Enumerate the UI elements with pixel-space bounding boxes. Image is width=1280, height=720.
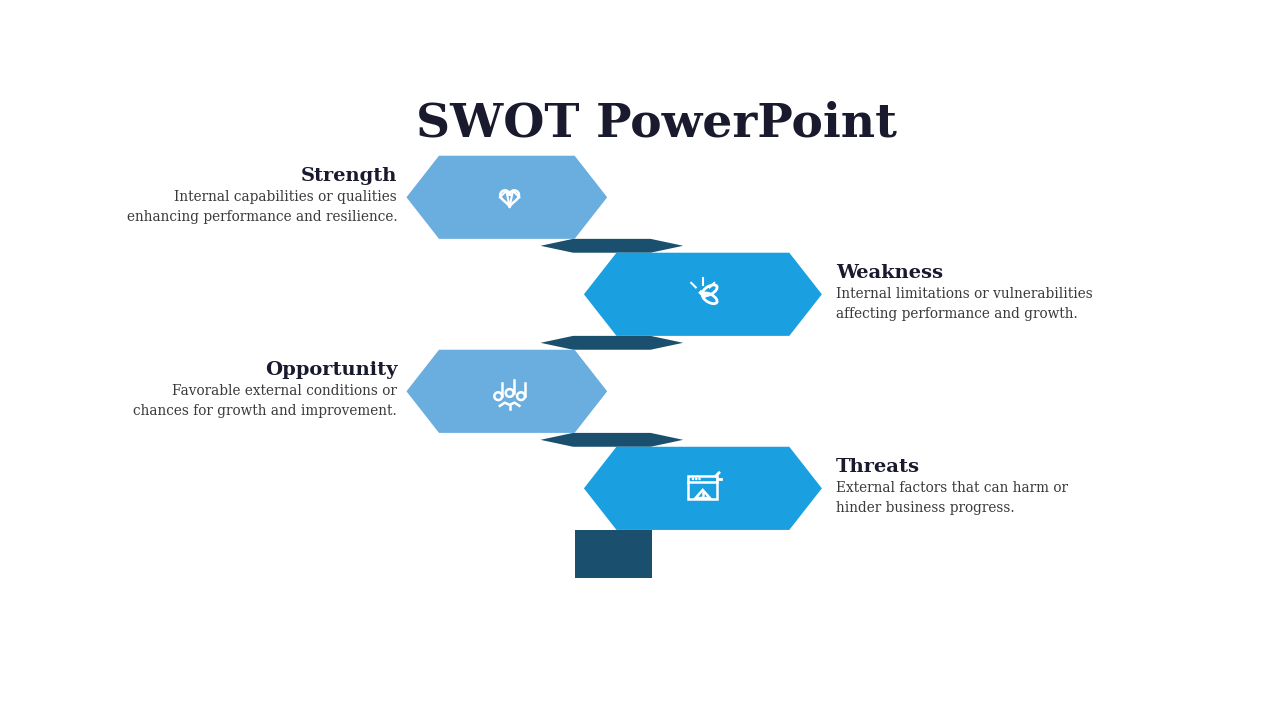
Polygon shape	[407, 350, 607, 433]
Polygon shape	[540, 336, 684, 350]
Text: Strength: Strength	[301, 167, 397, 185]
Text: Favorable external conditions or
chances for growth and improvement.: Favorable external conditions or chances…	[133, 384, 397, 418]
Circle shape	[691, 477, 694, 480]
Text: Threats: Threats	[836, 458, 920, 476]
Polygon shape	[575, 530, 652, 577]
Polygon shape	[540, 433, 684, 446]
Circle shape	[701, 496, 704, 498]
Text: Opportunity: Opportunity	[265, 361, 397, 379]
Circle shape	[695, 477, 698, 480]
Text: Internal capabilities or qualities
enhancing performance and resilience.: Internal capabilities or qualities enhan…	[127, 189, 397, 224]
Polygon shape	[584, 253, 822, 336]
Circle shape	[698, 477, 700, 480]
Polygon shape	[407, 156, 607, 239]
Text: External factors that can harm or
hinder business progress.: External factors that can harm or hinder…	[836, 481, 1068, 515]
Polygon shape	[584, 446, 822, 530]
Text: Internal limitations or vulnerabilities
affecting performance and growth.: Internal limitations or vulnerabilities …	[836, 287, 1093, 320]
Text: Weakness: Weakness	[836, 264, 943, 282]
Text: SWOT PowerPoint: SWOT PowerPoint	[416, 100, 896, 146]
Polygon shape	[540, 239, 684, 253]
